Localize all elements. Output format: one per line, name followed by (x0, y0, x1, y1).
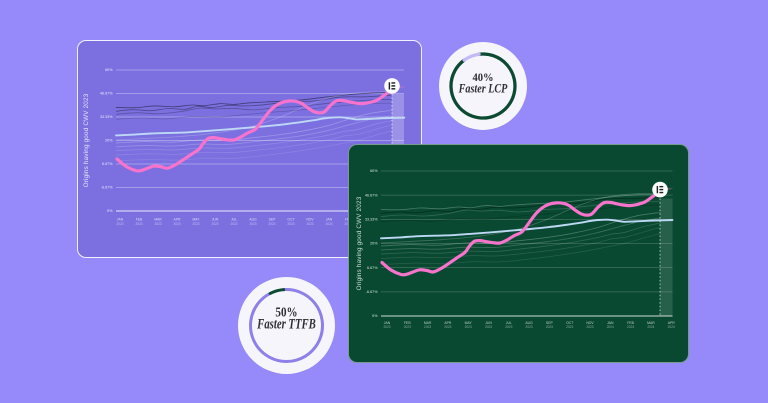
svg-text:2024: 2024 (627, 325, 634, 329)
svg-text:APR: APR (444, 321, 452, 325)
svg-text:46.67%: 46.67% (365, 193, 378, 197)
svg-text:2024: 2024 (647, 325, 654, 329)
svg-text:2023: 2023 (404, 325, 411, 329)
svg-text:50%: 50% (275, 304, 297, 319)
svg-text:2023: 2023 (173, 222, 180, 226)
svg-text:20%: 20% (370, 242, 378, 246)
svg-text:2023: 2023 (526, 325, 533, 329)
svg-text:APR: APR (668, 321, 676, 325)
svg-text:2023: 2023 (586, 325, 593, 329)
svg-text:2023: 2023 (192, 222, 199, 226)
svg-text:JAN: JAN (384, 321, 391, 325)
svg-text:2023: 2023 (211, 222, 218, 226)
svg-text:JUL: JUL (506, 321, 512, 325)
svg-text:2023: 2023 (546, 325, 553, 329)
svg-text:2023: 2023 (444, 325, 451, 329)
svg-text:Origins having good CWV 2023: Origins having good CWV 2023 (356, 196, 363, 290)
svg-text:2023: 2023 (230, 222, 237, 226)
svg-text:JUN: JUN (212, 218, 219, 222)
svg-text:6.67%: 6.67% (102, 162, 113, 166)
svg-text:46.67%: 46.67% (100, 92, 113, 96)
svg-text:40%: 40% (472, 71, 493, 83)
svg-text:JUN: JUN (485, 321, 492, 325)
svg-text:2023: 2023 (306, 222, 313, 226)
svg-text:2024: 2024 (668, 325, 675, 329)
svg-text:-6.67%: -6.67% (101, 186, 113, 190)
svg-text:FEB: FEB (404, 321, 411, 325)
svg-text:APR: APR (174, 218, 182, 222)
svg-text:2023: 2023 (154, 222, 161, 226)
svg-text:2023: 2023 (424, 325, 431, 329)
svg-text:0%: 0% (372, 314, 378, 318)
svg-text:JAN: JAN (607, 321, 614, 325)
svg-text:2024: 2024 (607, 325, 614, 329)
svg-text:NOV: NOV (586, 321, 594, 325)
svg-text:SEP: SEP (546, 321, 554, 325)
svg-text:6.67%: 6.67% (367, 266, 378, 270)
svg-text:Origins having good CWV 2023: Origins having good CWV 2023 (83, 93, 90, 187)
svg-text:Faster LCP: Faster LCP (457, 81, 507, 95)
svg-text:2023: 2023 (383, 325, 390, 329)
svg-text:MAR: MAR (154, 218, 162, 222)
svg-text:MAR: MAR (647, 321, 655, 325)
svg-text:33.33%: 33.33% (100, 115, 113, 119)
svg-text:33.33%: 33.33% (365, 218, 378, 222)
svg-text:60%: 60% (105, 68, 113, 72)
svg-text:2023: 2023 (135, 222, 142, 226)
svg-text:JAN: JAN (326, 218, 333, 222)
svg-text:MAY: MAY (465, 321, 473, 325)
svg-text:AUG: AUG (249, 218, 257, 222)
svg-text:2023: 2023 (268, 222, 275, 226)
svg-text:MAY: MAY (192, 218, 200, 222)
svg-text:OCT: OCT (287, 218, 294, 222)
svg-text:2023: 2023 (287, 222, 294, 226)
svg-text:MAR: MAR (424, 321, 432, 325)
svg-text:JUL: JUL (231, 218, 237, 222)
svg-text:60%: 60% (370, 169, 378, 173)
svg-text:SEP: SEP (269, 218, 277, 222)
svg-text:2023: 2023 (465, 325, 472, 329)
svg-text:-6.67%: -6.67% (366, 290, 378, 294)
svg-text:2023: 2023 (249, 222, 256, 226)
svg-text:FEB: FEB (627, 321, 634, 325)
svg-text:2023: 2023 (485, 325, 492, 329)
svg-text:20%: 20% (105, 139, 113, 143)
svg-text:2023: 2023 (116, 222, 123, 226)
svg-text:FEB: FEB (136, 218, 143, 222)
svg-text:2024: 2024 (325, 222, 332, 226)
svg-text:0%: 0% (107, 209, 113, 213)
svg-text:2023: 2023 (505, 325, 512, 329)
svg-text:NOV: NOV (306, 218, 314, 222)
svg-text:2023: 2023 (566, 325, 573, 329)
svg-text:Faster TTFB: Faster TTFB (256, 316, 316, 332)
svg-text:JAN: JAN (117, 218, 124, 222)
svg-text:OCT: OCT (566, 321, 573, 325)
svg-text:AUG: AUG (525, 321, 533, 325)
